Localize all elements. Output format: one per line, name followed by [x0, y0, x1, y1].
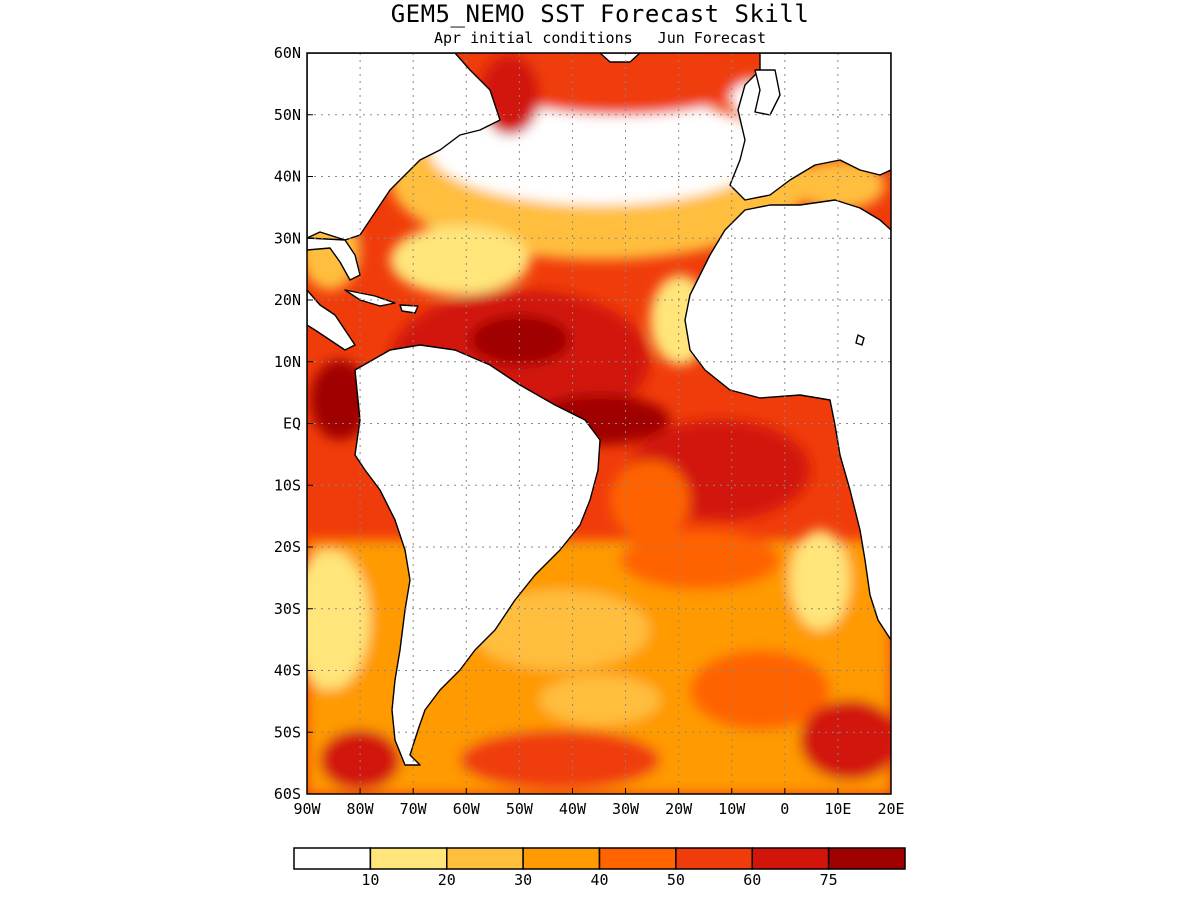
lat-tick-label: 30N — [274, 229, 301, 247]
map-grid — [307, 53, 891, 794]
colorbar-level-label: 50 — [667, 871, 685, 889]
skill-region-mid-south — [470, 590, 650, 670]
lat-tick-label: 50N — [274, 106, 301, 124]
land-florida — [307, 237, 361, 281]
subtitle-initial-conditions: Apr initial conditions — [433, 29, 633, 47]
lon-tick-label: 10W — [718, 800, 746, 818]
axis-ticks: 60N 50N 40N 30N 20N 10N EQ 10S 20S 30S 40S 50S 60S90… — [274, 44, 905, 818]
lat-tick-label: 10N — [274, 353, 301, 371]
colorbar-level-label: 75 — [820, 871, 838, 889]
lon-tick-label: 70W — [400, 800, 428, 818]
lon-tick-label: 10E — [824, 800, 851, 818]
colorbar-swatch — [522, 847, 601, 870]
lon-tick-label: 50W — [506, 800, 534, 818]
land-central-america — [307, 289, 356, 351]
skill-region-benguela — [790, 530, 850, 630]
skill-region-caribbean-core — [470, 315, 570, 365]
skill-region-mediterranean — [795, 160, 885, 210]
skill-region-chile-low — [307, 550, 370, 690]
colorbar-swatch — [369, 847, 448, 870]
lon-tick-label: 20E — [877, 800, 904, 818]
lon-tick-label: 60W — [453, 800, 481, 818]
land-north-america — [307, 53, 501, 241]
land-masses — [307, 53, 891, 766]
land-iceland — [599, 53, 641, 63]
skill-region-sw-africa — [800, 700, 891, 780]
lat-tick-label: 60S — [274, 785, 301, 803]
colorbar-level-label: 40 — [590, 871, 608, 889]
subtitle-forecast-month: Jun Forecast — [657, 29, 767, 47]
colorbar-swatch — [675, 847, 753, 870]
colorbar-swatch — [598, 847, 677, 870]
colorbar-swatch — [751, 847, 830, 870]
skill-region-eq-south — [610, 460, 690, 540]
skill-region-southern-strip — [460, 730, 660, 790]
lon-tick-label: 0 — [780, 800, 789, 818]
land-south-america — [354, 344, 601, 766]
lon-tick-label: 20W — [665, 800, 693, 818]
skill-region-subpolar — [490, 53, 750, 115]
colorbar-level-label: 30 — [514, 871, 532, 889]
land-hispaniola — [399, 304, 419, 314]
lat-tick-label: 50S — [274, 723, 301, 741]
lon-tick-label: 30W — [612, 800, 640, 818]
land-africa — [684, 199, 891, 641]
land-cape-verde — [855, 334, 865, 346]
land-cuba — [344, 289, 396, 307]
colorbar-level-label: 60 — [743, 871, 761, 889]
lat-tick-label: EQ — [283, 415, 301, 433]
lat-tick-label: 40N — [274, 168, 301, 186]
skill-region-south-band — [620, 530, 780, 590]
lat-tick-label: 10S — [274, 476, 301, 494]
colorbar-level-label: 20 — [438, 871, 456, 889]
lat-tick-label: 20S — [274, 538, 301, 556]
map-subtitle: Apr initial conditions Jun Forecast — [0, 29, 1200, 47]
skill-region-southeast — [690, 650, 830, 730]
skill-region-pacific-eq — [310, 360, 370, 440]
skill-region-sargasso — [390, 225, 530, 295]
colorbar-swatch — [446, 847, 524, 870]
colorbar-level-label: 10 — [361, 871, 379, 889]
lat-tick-label: 30S — [274, 600, 301, 618]
colorbar-swatch — [827, 847, 906, 870]
skill-region-south-patch — [540, 675, 660, 725]
lon-tick-label: 40W — [559, 800, 587, 818]
skill-field — [307, 53, 891, 794]
lat-tick-label: 40S — [274, 662, 301, 680]
colorbar: 10 20 30 40 50 60 75 — [293, 847, 906, 889]
lat-tick-label: 20N — [274, 291, 301, 309]
lon-tick-label: 90W — [293, 800, 321, 818]
map-title: GEM5_NEMO SST Forecast Skill — [390, 0, 810, 28]
lat-tick-label: 60N — [274, 44, 301, 62]
colorbar-swatch — [293, 847, 372, 870]
lon-tick-label: 80W — [347, 800, 375, 818]
